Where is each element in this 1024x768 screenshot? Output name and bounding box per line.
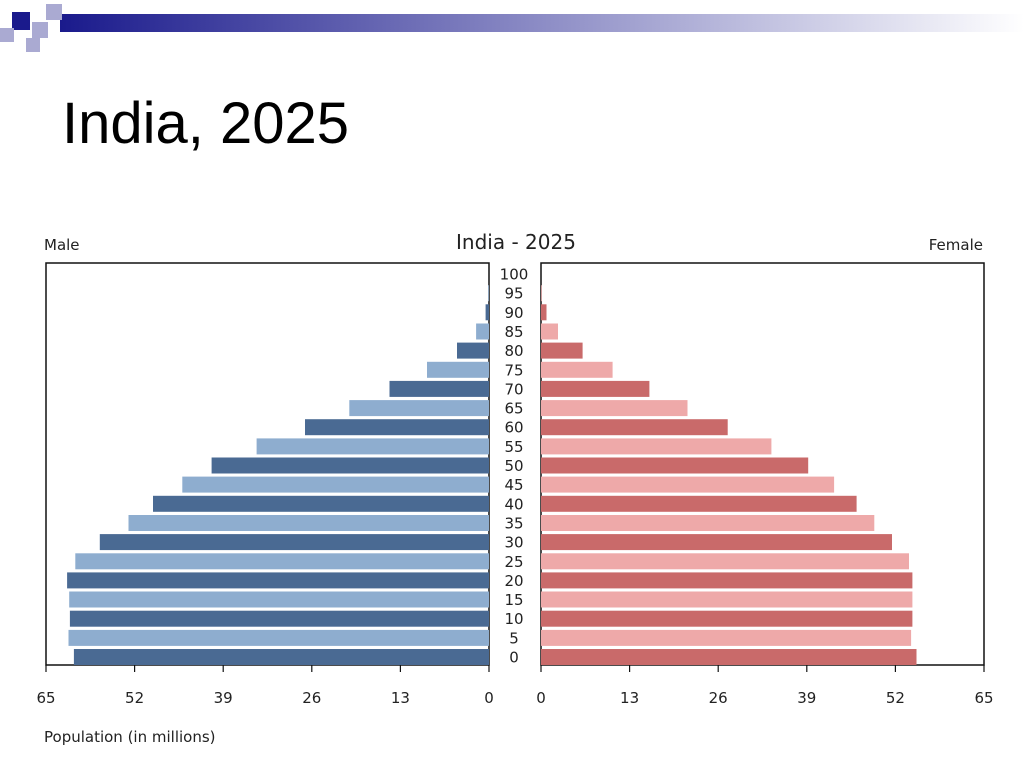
female-bar-25 [541, 553, 909, 570]
age-label-0: 0 [509, 649, 519, 667]
age-label-35: 35 [504, 515, 523, 533]
male-tick-label-65: 65 [36, 689, 55, 707]
header-decoration [0, 4, 1024, 52]
age-label-20: 20 [504, 572, 523, 590]
male-bar-15 [69, 591, 489, 608]
male-label: Male [44, 236, 80, 254]
male-tick-label-52: 52 [125, 689, 144, 707]
age-label-85: 85 [504, 323, 523, 341]
deco-square-2 [32, 22, 48, 38]
female-tick-label-52: 52 [886, 689, 905, 707]
female-bar-0 [541, 649, 917, 665]
female-bar-10 [541, 610, 913, 627]
male-bar-10 [69, 610, 490, 627]
male-bar-20 [67, 572, 489, 589]
male-bar-55 [256, 438, 489, 455]
male-tick-label-26: 26 [302, 689, 321, 707]
age-label-5: 5 [509, 629, 519, 647]
age-label-45: 45 [504, 476, 523, 494]
age-label-15: 15 [504, 591, 523, 609]
age-label-55: 55 [504, 438, 523, 456]
female-bar-85 [541, 323, 558, 340]
male-bar-95 [488, 285, 489, 302]
chart-title: India - 2025 [456, 230, 576, 254]
female-bar-45 [541, 476, 835, 493]
age-label-90: 90 [504, 304, 523, 322]
male-bar-50 [211, 457, 489, 474]
male-bar-45 [182, 476, 490, 493]
age-label-70: 70 [504, 380, 523, 398]
male-bars [67, 285, 490, 665]
female-tick-label-65: 65 [974, 689, 993, 707]
slide-title: India, 2025 [62, 91, 350, 156]
deco-square-3 [46, 4, 62, 20]
age-label-65: 65 [504, 400, 523, 418]
male-bar-65 [349, 400, 489, 417]
age-label-95: 95 [504, 285, 523, 303]
age-label-80: 80 [504, 342, 523, 360]
male-tick-label-39: 39 [214, 689, 233, 707]
female-bar-70 [541, 380, 650, 397]
male-bar-0 [73, 649, 490, 665]
age-label-25: 25 [504, 553, 523, 571]
x-axis-ticks: 65 52 39 26 13 0 0 13 26 39 52 65 [36, 665, 994, 707]
female-tick-label-26: 26 [709, 689, 728, 707]
male-bar-25 [75, 553, 490, 570]
female-bar-55 [541, 438, 772, 455]
female-tick-label-13: 13 [620, 689, 639, 707]
female-bar-20 [541, 572, 913, 589]
male-bar-40 [153, 495, 489, 512]
female-bar-15 [541, 591, 913, 608]
male-bar-70 [389, 380, 489, 397]
female-tick-label-0: 0 [536, 689, 546, 707]
female-bar-95 [541, 285, 542, 302]
age-label-60: 60 [504, 419, 523, 437]
female-bar-40 [541, 495, 857, 512]
age-label-10: 10 [504, 610, 523, 628]
age-label-100: 100 [500, 266, 529, 284]
female-label: Female [929, 236, 983, 254]
female-bar-65 [541, 400, 688, 417]
age-label-40: 40 [504, 495, 523, 513]
male-tick-label-13: 13 [391, 689, 410, 707]
female-bar-60 [541, 419, 728, 436]
female-bar-30 [541, 534, 892, 551]
male-bar-5 [68, 629, 489, 646]
female-tick-label-39: 39 [797, 689, 816, 707]
male-bar-60 [305, 419, 489, 436]
age-label-50: 50 [504, 457, 523, 475]
male-bar-75 [427, 361, 489, 378]
male-bar-80 [457, 342, 489, 359]
female-bar-50 [541, 457, 809, 474]
male-tick-label-0: 0 [484, 689, 494, 707]
female-bar-90 [541, 304, 547, 321]
female-bars [541, 285, 917, 665]
age-label-30: 30 [504, 534, 523, 552]
header-gradient-band [60, 14, 1024, 32]
deco-square-5 [0, 28, 14, 42]
female-bar-80 [541, 342, 583, 359]
male-bar-35 [128, 515, 489, 531]
deco-square-4 [26, 38, 40, 52]
female-bar-35 [541, 515, 875, 531]
male-bar-90 [485, 304, 489, 321]
female-bar-75 [541, 361, 613, 378]
age-label-75: 75 [504, 361, 523, 379]
male-bar-85 [476, 323, 489, 340]
deco-square-1 [12, 12, 30, 30]
male-bar-30 [99, 534, 490, 551]
female-bar-5 [541, 629, 912, 646]
x-axis-label: Population (in millions) [44, 728, 216, 746]
